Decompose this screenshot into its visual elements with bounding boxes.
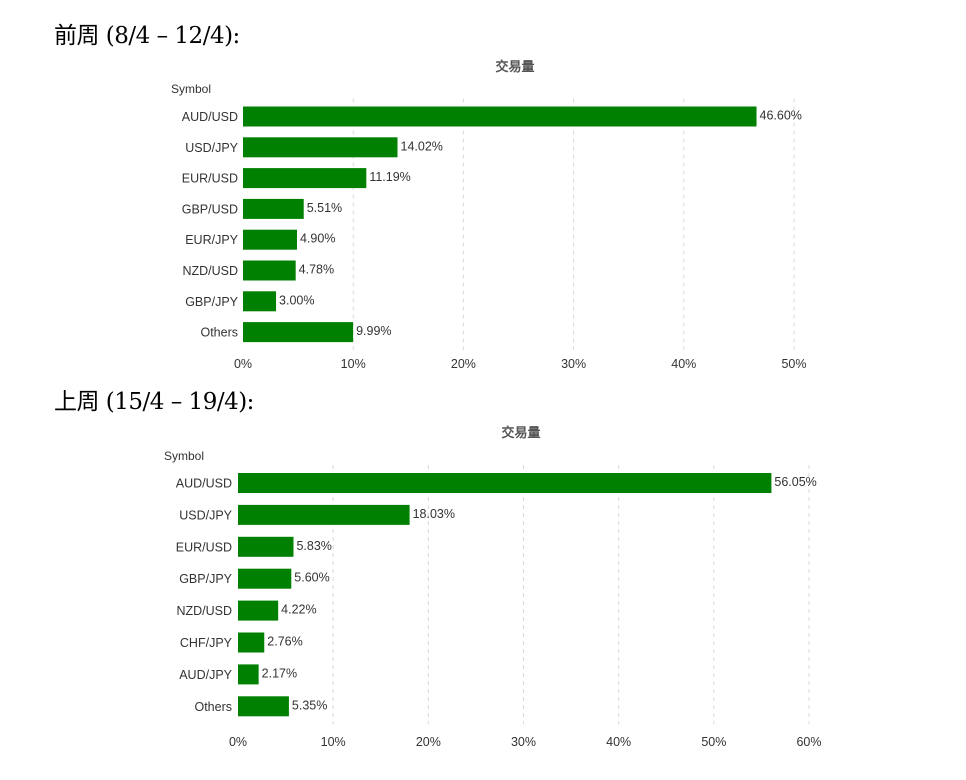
bar xyxy=(238,536,294,557)
data-label: 46.60% xyxy=(760,109,802,123)
data-label: 3.00% xyxy=(279,293,314,307)
category-label: GBP/JPY xyxy=(179,572,232,586)
chart-title: 交易量 xyxy=(501,425,540,441)
category-label: NZD/USD xyxy=(182,264,238,278)
category-label: AUD/USD xyxy=(182,110,238,124)
bar xyxy=(238,568,292,589)
bar xyxy=(238,600,279,621)
data-label: 2.76% xyxy=(267,635,302,649)
bar xyxy=(243,168,367,189)
x-tick-label: 0% xyxy=(234,357,252,371)
bar xyxy=(243,260,296,281)
x-tick-label: 10% xyxy=(341,357,366,371)
category-label: GBP/USD xyxy=(182,202,238,216)
y-axis-title: Symbol xyxy=(171,82,211,96)
volume-bar-chart-week1: 交易量 Symbol 0% 10% 20% 30% 40% 50% AUD/USD 46.60% U… xyxy=(171,59,807,371)
data-label: 5.35% xyxy=(292,698,327,712)
bar xyxy=(238,504,410,525)
x-tick-label: 20% xyxy=(416,735,441,749)
category-label: EUR/USD xyxy=(176,540,232,554)
category-label: NZD/USD xyxy=(176,604,232,618)
x-tick-label: 20% xyxy=(451,357,476,371)
x-tick-label: 30% xyxy=(511,735,536,749)
category-label: EUR/USD xyxy=(182,172,238,186)
bar xyxy=(243,229,297,250)
bar xyxy=(243,198,304,219)
x-tick-label: 10% xyxy=(321,735,346,749)
volume-bar-chart-week2: 交易量 Symbol 0% 10% 20% 30% 40% 50% 60% AUD/USD 56.0… xyxy=(164,425,822,749)
category-label: USD/JPY xyxy=(185,141,238,155)
category-label: AUD/JPY xyxy=(179,668,232,682)
data-label: 56.05% xyxy=(774,475,816,489)
bar xyxy=(238,632,265,653)
category-label: AUD/USD xyxy=(176,477,232,491)
bar xyxy=(243,291,277,312)
category-label: EUR/JPY xyxy=(185,233,238,247)
data-label: 4.90% xyxy=(300,232,335,246)
category-label: Others xyxy=(194,700,232,714)
data-label: 11.19% xyxy=(369,170,410,184)
data-label: 5.60% xyxy=(294,571,329,585)
x-tick-label: 40% xyxy=(671,357,696,371)
data-label: 9.99% xyxy=(356,324,391,338)
week-heading-2: 上周 (15/4 – 19/4): xyxy=(54,389,254,415)
data-label: 5.83% xyxy=(296,539,331,553)
x-tick-label: 50% xyxy=(701,735,726,749)
chart-title: 交易量 xyxy=(495,59,534,75)
data-label: 14.02% xyxy=(401,139,443,153)
y-axis-title: Symbol xyxy=(164,449,204,463)
category-label: USD/JPY xyxy=(179,508,232,522)
bar xyxy=(238,696,289,717)
category-label: Others xyxy=(200,326,238,340)
x-tick-label: 50% xyxy=(781,357,806,371)
category-label: CHF/JPY xyxy=(180,636,233,650)
x-tick-label: 40% xyxy=(606,735,631,749)
week-heading-1: 前周 (8/4 – 12/4): xyxy=(54,23,240,49)
bar xyxy=(238,664,259,685)
bar xyxy=(243,322,354,343)
bar xyxy=(243,137,398,158)
bar xyxy=(243,106,757,127)
data-label: 2.17% xyxy=(262,666,297,680)
data-label: 4.22% xyxy=(281,603,316,617)
data-label: 4.78% xyxy=(299,263,334,277)
x-tick-label: 30% xyxy=(561,357,586,371)
x-tick-label: 60% xyxy=(796,735,821,749)
category-label: GBP/JPY xyxy=(185,295,238,309)
data-label: 18.03% xyxy=(413,507,455,521)
x-tick-label: 0% xyxy=(229,735,247,749)
bar xyxy=(238,473,772,493)
data-label: 5.51% xyxy=(307,201,342,215)
